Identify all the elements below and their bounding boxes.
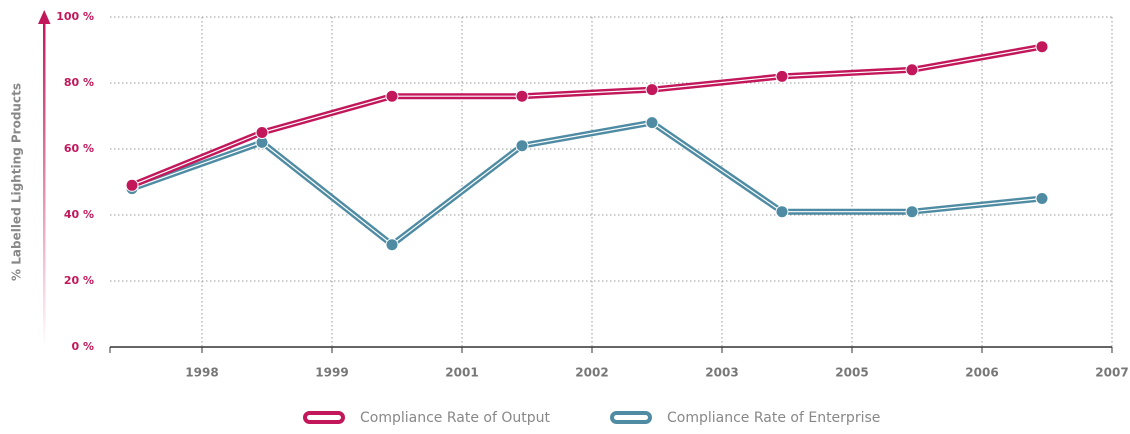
series-line	[130, 119, 1043, 248]
series-line-highlight	[131, 122, 1043, 246]
y-tick-label: 40 %	[64, 208, 94, 221]
y-tick-label: 60 %	[64, 142, 94, 155]
y-axis-label: % Labelled Lighting Products	[10, 83, 24, 281]
series-point	[1035, 192, 1049, 205]
y-arrow-shaft	[43, 22, 46, 347]
x-tick-label: 2007	[1095, 366, 1128, 380]
series-point	[1035, 40, 1049, 54]
x-tick-label: 1998	[185, 366, 218, 380]
series-line-highlight	[131, 46, 1043, 186]
y-arrow-head	[38, 10, 51, 24]
x-tick-label: 2005	[835, 366, 868, 380]
series-point	[385, 238, 399, 252]
x-tick-label: 1999	[315, 366, 348, 380]
x-tick-label: 2003	[705, 366, 738, 380]
y-tick-label: 100 %	[56, 10, 94, 23]
legend-swatch	[610, 411, 652, 424]
y-tick-label: 80 %	[64, 76, 94, 89]
series-point	[645, 83, 659, 97]
x-tick-label: 2006	[965, 366, 998, 380]
y-tick-label: 0 %	[71, 340, 94, 353]
series-point	[905, 63, 919, 77]
x-tick-label: 2002	[575, 366, 608, 380]
series-line	[130, 43, 1043, 189]
series-point	[775, 205, 789, 219]
series-point	[255, 126, 269, 139]
series-point	[385, 89, 399, 103]
series-point	[125, 178, 139, 192]
series-point	[905, 205, 919, 219]
legend-label: Compliance Rate of Output	[360, 410, 550, 426]
series-point	[515, 139, 529, 153]
x-tick-label: 2001	[445, 366, 478, 380]
y-tick-label: 20 %	[64, 274, 94, 287]
series-point	[515, 89, 529, 103]
legend-label: Compliance Rate of Enterprise	[667, 410, 880, 426]
series-point	[645, 116, 659, 130]
series-point	[775, 69, 789, 83]
legend-swatch	[303, 411, 345, 424]
